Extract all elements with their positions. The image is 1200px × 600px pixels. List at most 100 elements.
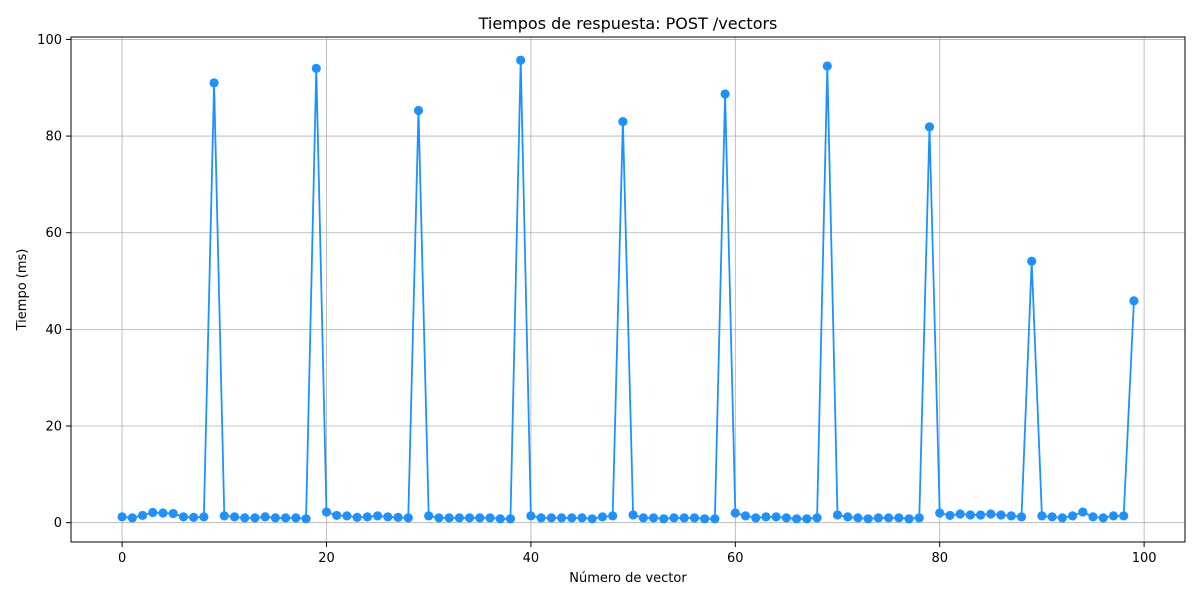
data-point xyxy=(853,513,863,523)
data-point xyxy=(240,513,250,523)
data-point xyxy=(546,513,556,523)
x-tick-label: 20 xyxy=(318,551,335,566)
data-point xyxy=(189,512,199,522)
data-point xyxy=(914,513,924,523)
data-point xyxy=(475,513,485,523)
data-point xyxy=(321,507,332,517)
data-point xyxy=(393,512,403,522)
data-point xyxy=(332,510,342,521)
data-point xyxy=(168,508,178,519)
series xyxy=(117,55,1139,524)
data-point xyxy=(505,514,516,524)
data-point xyxy=(219,511,229,521)
data-point xyxy=(352,512,362,522)
x-tick-label: 80 xyxy=(931,551,948,566)
data-point xyxy=(1129,296,1139,306)
data-point xyxy=(710,514,720,524)
data-point xyxy=(894,513,904,523)
data-point xyxy=(659,514,669,524)
data-point xyxy=(1016,512,1027,522)
data-point xyxy=(342,511,352,521)
data-point xyxy=(209,78,219,88)
data-point xyxy=(199,512,209,522)
data-point xyxy=(526,511,536,521)
data-point xyxy=(373,511,383,521)
data-point xyxy=(117,512,127,522)
plot-frame xyxy=(70,36,1186,543)
data-point xyxy=(434,513,444,523)
data-point xyxy=(137,510,148,521)
data-point xyxy=(1108,511,1119,521)
data-point xyxy=(311,63,321,74)
data-point xyxy=(730,508,740,518)
data-point xyxy=(383,512,393,522)
data-point xyxy=(955,509,965,519)
data-point xyxy=(873,513,883,523)
data-point xyxy=(1098,513,1108,523)
y-tick-label: 0 xyxy=(54,516,62,531)
data-point xyxy=(301,514,311,524)
data-point xyxy=(689,513,700,523)
data-point xyxy=(556,513,567,523)
data-point xyxy=(577,513,587,523)
data-point xyxy=(945,510,955,521)
data-point xyxy=(700,514,710,524)
x-tick-label: 100 xyxy=(1132,551,1157,566)
data-point xyxy=(965,510,975,520)
data-point xyxy=(485,513,495,523)
data-point xyxy=(444,513,454,523)
data-point xyxy=(260,512,270,522)
data-point xyxy=(822,61,832,71)
x-tick-label: 40 xyxy=(523,551,540,566)
data-point xyxy=(771,512,781,522)
y-tick-label: 100 xyxy=(37,33,62,48)
y-tick-label: 20 xyxy=(45,420,62,435)
data-point xyxy=(229,512,240,522)
data-point xyxy=(250,513,260,523)
data-point xyxy=(1057,513,1067,523)
data-point xyxy=(362,512,372,522)
data-point xyxy=(178,512,189,522)
data-point xyxy=(127,513,137,523)
data-point xyxy=(792,514,802,524)
data-point xyxy=(628,510,638,520)
data-point xyxy=(761,512,771,522)
data-point xyxy=(812,513,822,523)
data-point xyxy=(413,105,424,116)
data-point xyxy=(608,511,618,521)
x-axis-label: Número de vector xyxy=(569,571,687,586)
data-point xyxy=(424,511,434,521)
data-point xyxy=(158,508,168,518)
x-tick-label: 60 xyxy=(727,551,744,566)
data-point xyxy=(1088,512,1098,522)
data-point xyxy=(1067,511,1078,521)
data-point xyxy=(1006,511,1016,521)
data-point xyxy=(403,513,413,523)
ticks: 0 20 40 60 80 100 0 20 40 60 80 100 xyxy=(37,33,1156,566)
x-tick-label: 0 xyxy=(118,551,126,566)
data-point xyxy=(843,512,853,522)
y-axis-label: Tiempo (ms) xyxy=(15,249,30,332)
data-point xyxy=(587,514,597,524)
data-point xyxy=(567,513,577,523)
data-point xyxy=(751,513,761,523)
data-point xyxy=(1119,511,1129,521)
data-point xyxy=(996,510,1006,520)
data-point xyxy=(1078,507,1088,517)
data-point xyxy=(863,514,873,524)
data-point xyxy=(1047,512,1057,522)
data-point xyxy=(904,514,914,524)
data-point xyxy=(148,507,158,518)
y-tick-label: 60 xyxy=(45,226,62,241)
data-point xyxy=(648,513,659,523)
data-point xyxy=(976,510,986,520)
data-point xyxy=(618,116,628,127)
data-point xyxy=(679,513,689,523)
data-point xyxy=(464,513,475,523)
data-point xyxy=(454,513,464,523)
data-point xyxy=(597,512,608,522)
data-point xyxy=(516,55,526,65)
data-point xyxy=(740,511,751,521)
